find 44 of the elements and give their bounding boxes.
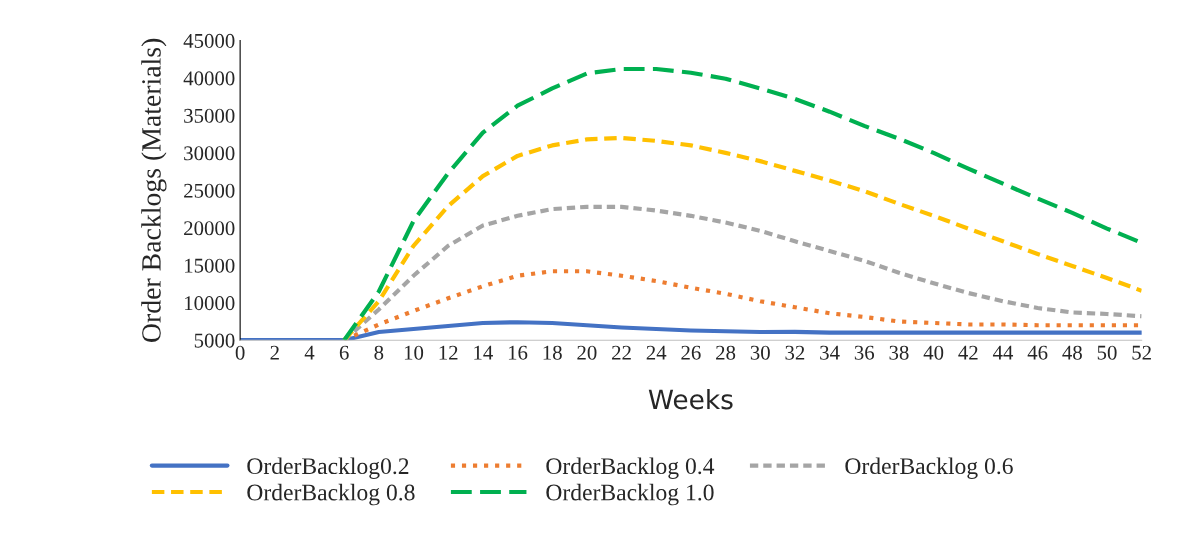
x-tick-label: 26 <box>681 345 701 360</box>
y-tick-label: 20000 <box>184 221 235 236</box>
x-tick-label: 32 <box>785 345 805 360</box>
y-tick-label: 40000 <box>183 71 235 86</box>
x-tick-label: 10 <box>404 345 424 360</box>
x-tick-label: 34 <box>820 345 840 360</box>
x-tick-label: 50 <box>1097 345 1117 360</box>
y-tick-label: 35000 <box>184 108 235 123</box>
y-axis-title: Order Backlogs (Materials) <box>141 38 167 342</box>
legend-label: OrderBacklog 1.0 <box>546 483 714 506</box>
x-tick-label: 2 <box>270 345 279 360</box>
x-tick-label: 4 <box>304 345 315 360</box>
legend-label: OrderBacklog0.2 <box>247 457 409 479</box>
x-tick-label: 20 <box>577 345 597 360</box>
x-tick-label: 44 <box>992 345 1014 360</box>
y-tick-label: 10000 <box>185 296 235 311</box>
x-tick-label: 22 <box>612 345 631 360</box>
legend-label: OrderBacklog 0.6 <box>845 457 1013 479</box>
x-tick-label: 30 <box>750 345 770 360</box>
x-tick-label: 6 <box>339 345 349 360</box>
x-tick-label: 36 <box>854 345 875 360</box>
x-tick-label: 14 <box>474 345 493 360</box>
x-tick-label: 0 <box>235 345 245 360</box>
y-tick-label: 25000 <box>184 183 235 198</box>
x-tick-label: 8 <box>374 345 384 360</box>
x-tick-label: 38 <box>889 345 909 360</box>
y-tick-label: 5000 <box>194 333 235 348</box>
x-tick-label: 52 <box>1132 345 1151 360</box>
y-tick-label: 45000 <box>183 33 235 48</box>
x-tick-label: 40 <box>923 345 944 360</box>
x-tick-label: 42 <box>958 345 978 360</box>
y-tick-label: 30000 <box>184 146 235 161</box>
x-tick-label: 12 <box>439 345 458 360</box>
x-tick-label: 48 <box>1062 345 1082 360</box>
x-axis-title: Weeks <box>648 388 733 410</box>
legend-label: OrderBacklog 0.4 <box>546 457 715 479</box>
x-tick-label: 24 <box>646 345 667 360</box>
line-series <box>240 320 1142 341</box>
x-tick-label: 18 <box>543 345 562 360</box>
x-tick-label: 16 <box>508 345 528 360</box>
legend-label: OrderBacklog 0.8 <box>247 483 415 506</box>
y-tick-label: 15000 <box>185 258 235 273</box>
x-tick-label: 28 <box>716 345 736 360</box>
x-tick-label: 46 <box>1027 345 1048 360</box>
